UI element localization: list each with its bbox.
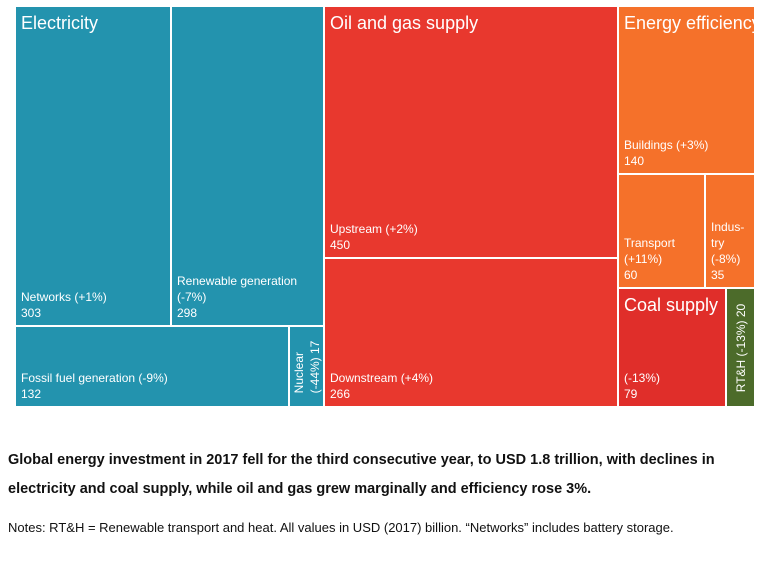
cell-label: RT&H (-13%) 20 bbox=[733, 303, 749, 391]
cell-label-line: Networks (+1%) bbox=[21, 290, 107, 304]
treemap-cell-fossil: Fossil fuel generation (-9%) 132 bbox=[15, 326, 289, 407]
treemap-cell-coal-supply: (-13%) 79 Coal supply bbox=[618, 288, 726, 407]
cell-label: Indus-try (-8%) 35 bbox=[711, 219, 744, 283]
cell-label-line: Transport bbox=[624, 236, 675, 250]
cell-label-line: 60 bbox=[624, 268, 638, 282]
cell-label: Downstream (+4%) 266 bbox=[330, 370, 433, 402]
sector-title: Oil and gas supply bbox=[330, 13, 479, 33]
cell-label: Networks (+1%) 303 bbox=[21, 289, 107, 321]
treemap-cell-rth-item: RT&H (-13%) 20 bbox=[726, 288, 755, 407]
sector-title: Electricity bbox=[21, 13, 99, 33]
cell-label-line: (-8%) bbox=[711, 252, 741, 266]
treemap-cell-buildings: Buildings (+3%) 140 Energy efficiency bbox=[618, 6, 755, 174]
cell-label-line: Downstream (+4%) bbox=[330, 371, 434, 385]
cell-label-line: 79 bbox=[624, 387, 638, 401]
chart-notes: Notes: RT&H = Renewable transport and he… bbox=[8, 520, 674, 535]
sector-title: Coal supply bbox=[624, 295, 719, 315]
chart-caption: Global energy investment in 2017 fell fo… bbox=[8, 452, 715, 497]
cell-label-line: 35 bbox=[711, 268, 725, 282]
cell-label-line: 140 bbox=[624, 154, 645, 168]
treemap-chart: Networks (+1%) 303 Electricity Renewable ge… bbox=[15, 6, 755, 407]
cell-label-line: (-13%) bbox=[624, 371, 661, 385]
cell-label-line: 450 bbox=[330, 238, 351, 252]
cell-label-line: Indus- bbox=[711, 220, 745, 234]
cell-label: Nuclear (-44%) 17 bbox=[291, 340, 323, 393]
treemap-cell-networks: Networks (+1%) 303 Electricity bbox=[15, 6, 171, 326]
cell-label-line: 303 bbox=[21, 306, 42, 320]
treemap-cell-nuclear: Nuclear (-44%) 17 bbox=[289, 326, 324, 407]
cell-label-line: Upstream (+2%) bbox=[330, 222, 418, 236]
cell-label-line: (+11%) bbox=[624, 252, 663, 266]
cell-label: Fossil fuel generation (-9%) 132 bbox=[21, 370, 168, 402]
cell-label-line: (-7%) bbox=[177, 290, 207, 304]
cell-label-line: RT&H (-13%) 20 bbox=[733, 303, 748, 392]
treemap-cell-industry: Indus-try (-8%) 35 bbox=[705, 174, 755, 288]
cell-label: Transport (+11%) 60 bbox=[624, 235, 675, 283]
cell-label: Buildings (+3%) 140 bbox=[624, 137, 708, 169]
treemap-cell-upstream: Upstream (+2%) 450 Oil and gas supply bbox=[324, 6, 618, 258]
cell-label-line: try bbox=[711, 236, 725, 250]
treemap-cell-renewable: Renewable generation (-7%) 298 bbox=[171, 6, 324, 326]
cell-label-line: 298 bbox=[177, 306, 198, 320]
cell-label-line: 266 bbox=[330, 387, 351, 401]
cell-label-line: Buildings (+3%) bbox=[624, 138, 709, 152]
treemap-cell-transport: Transport (+11%) 60 bbox=[618, 174, 705, 288]
cell-label-line: Fossil fuel generation (-9%) bbox=[21, 371, 168, 385]
cell-label-line: Nuclear bbox=[291, 351, 306, 393]
cell-label-line: 132 bbox=[21, 387, 42, 401]
cell-label: Renewable generation (-7%) 298 bbox=[177, 273, 297, 321]
cell-label: Upstream (+2%) 450 bbox=[330, 221, 418, 253]
cell-label: (-13%) 79 bbox=[624, 370, 660, 402]
sector-title: Energy efficiency bbox=[624, 13, 755, 33]
treemap-cell-downstream: Downstream (+4%) 266 bbox=[324, 258, 618, 407]
cell-label-line: Renewable generation bbox=[177, 274, 298, 288]
cell-label-line: (-44%) 17 bbox=[307, 340, 322, 393]
